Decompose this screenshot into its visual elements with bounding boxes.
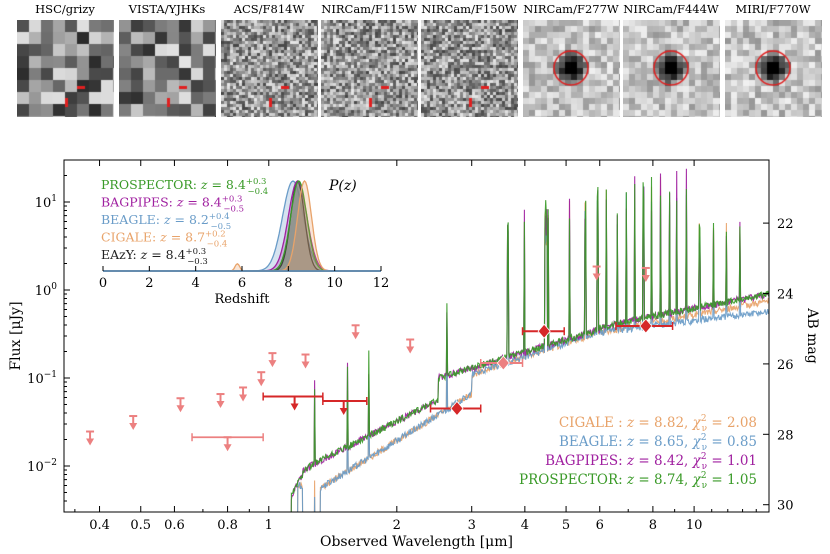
model-spectrum bbox=[290, 176, 769, 512]
upper-limit-head bbox=[239, 394, 248, 402]
x-tick-label: 0.4 bbox=[89, 518, 110, 533]
inset-legend-entry: BAGPIPES: z = 8.4+0.3 −0.5 bbox=[101, 195, 244, 215]
x-tick-label: 10 bbox=[686, 518, 703, 533]
inset-x-tick-label: 6 bbox=[238, 276, 246, 291]
inset-x-tick-label: 8 bbox=[284, 276, 292, 291]
y-axis-label: Flux [μJy] bbox=[8, 301, 24, 370]
upper-limit-head bbox=[223, 444, 232, 452]
stamp-label: NIRCam/F150W bbox=[421, 2, 517, 16]
upper-limit-head bbox=[339, 408, 348, 416]
detection-point bbox=[639, 318, 653, 334]
y-tick-label: 101 bbox=[35, 194, 57, 211]
image-stamp-strip: HSC/grizy VISTA/YJHKs ACS/F814W NIRCam/F115… bbox=[0, 0, 830, 140]
y-tick-label: 100 bbox=[35, 282, 58, 299]
image-stamp bbox=[221, 20, 318, 117]
x-axis: 0.4 0.5 0.6 0.8 1 2 3 4 5 6 8 10 bbox=[74, 160, 757, 533]
detection-point bbox=[537, 323, 551, 339]
x-tick-label: 0.8 bbox=[217, 518, 238, 533]
upper-limit-head bbox=[268, 360, 277, 368]
y-axis: 10−2 10−1 100 101 bbox=[27, 174, 70, 502]
upper-limits-strong bbox=[262, 392, 368, 416]
detections bbox=[429, 318, 674, 417]
model-legend-entry: BAGPIPES: z = 8.42, χ2 ν = 1.01 bbox=[545, 452, 757, 472]
image-stamp bbox=[523, 20, 620, 117]
pz-inset: 0 2 4 6 8 10 12 Redshift P(z) PROSPECTOR: z = 8.4… bbox=[99, 170, 389, 307]
x-tick-label: 0.5 bbox=[130, 518, 151, 533]
x-tick-label: 6 bbox=[596, 518, 604, 533]
mag-tick-label: 24 bbox=[777, 288, 794, 303]
y-tick-label: 10−2 bbox=[27, 458, 57, 475]
x-tick-label: 1 bbox=[265, 518, 273, 533]
stamp-label: VISTA/YJHKs bbox=[128, 2, 206, 16]
x-tick-label: 2 bbox=[393, 518, 401, 533]
x-tick-label: 3 bbox=[468, 518, 476, 533]
mag-axis-label: AB mag bbox=[804, 307, 820, 363]
upper-limit-head bbox=[176, 405, 185, 413]
stamp-label: MIRI/F770W bbox=[735, 2, 811, 16]
stamp-label: ACS/F814W bbox=[233, 2, 305, 16]
stamp-label: HSC/grizy bbox=[35, 2, 95, 16]
y-tick-label: 10−1 bbox=[27, 370, 57, 387]
upper-limit-head bbox=[351, 332, 360, 340]
upper-limits-faint bbox=[86, 265, 650, 452]
inset-x-label: Redshift bbox=[214, 292, 270, 307]
inset-x-tick-label: 10 bbox=[326, 276, 343, 291]
detection-point bbox=[496, 355, 510, 371]
detection-point bbox=[450, 400, 464, 417]
inset-title: P(z) bbox=[328, 178, 357, 194]
inset-legend-entry: CIGALE: z = 8.7+0.2 −0.4 bbox=[101, 230, 227, 250]
upper-limit-head bbox=[290, 403, 299, 411]
image-stamp bbox=[119, 20, 216, 117]
x-axis-label: Observed Wavelength [μm] bbox=[320, 534, 513, 550]
mag-tick-label: 30 bbox=[777, 499, 794, 514]
stamp-label: NIRCam/F277W bbox=[523, 2, 619, 16]
x-tick-label: 0.6 bbox=[164, 518, 185, 533]
stamp-label: NIRCam/F444W bbox=[623, 2, 719, 16]
inset-legend-entry: PROSPECTOR: z = 8.4+0.3 −0.4 bbox=[101, 177, 268, 197]
image-stamp bbox=[17, 20, 114, 117]
inset-x-tick-label: 12 bbox=[373, 276, 390, 291]
upper-limit-head bbox=[641, 274, 650, 282]
model-spectrum bbox=[297, 186, 769, 512]
stamp-label: NIRCam/F115W bbox=[321, 2, 417, 16]
mag-axis: 22 24 26 28 30 bbox=[763, 217, 794, 514]
model-legend-entry: PROSPECTOR: z = 8.74, χ2 ν = 1.05 bbox=[519, 471, 757, 491]
model-spectra bbox=[290, 168, 769, 512]
image-stamp bbox=[623, 20, 720, 117]
x-tick-label: 4 bbox=[521, 518, 529, 533]
inset-x-tick-label: 0 bbox=[99, 276, 107, 291]
mag-tick-label: 28 bbox=[777, 428, 794, 443]
upper-limit-head bbox=[129, 423, 138, 431]
x-tick-label: 8 bbox=[649, 518, 657, 533]
image-stamp bbox=[421, 20, 518, 117]
mag-tick-label: 22 bbox=[777, 217, 794, 232]
inset-x-tick-label: 2 bbox=[145, 276, 153, 291]
inset-x-tick-label: 4 bbox=[192, 276, 200, 291]
model-legend-entry: CIGALE : z = 8.82, χ2 ν = 2.08 bbox=[559, 414, 757, 434]
upper-limit-head bbox=[86, 438, 95, 446]
upper-limit-head bbox=[216, 401, 225, 409]
upper-limit-head bbox=[406, 346, 415, 354]
upper-limit-head bbox=[592, 273, 601, 281]
model-legend-entry: BEAGLE: z = 8.65, χ2 ν = 0.85 bbox=[559, 433, 757, 453]
mag-tick-label: 26 bbox=[777, 358, 794, 373]
inset-legend-entry: BEAGLE: z = 8.2+0.4 −0.5 bbox=[101, 212, 231, 232]
inset-legend-entry: EAzY: z = 8.4+0.3 −0.3 bbox=[101, 247, 208, 267]
x-tick-label: 5 bbox=[562, 518, 570, 533]
inset-background bbox=[103, 170, 381, 271]
image-stamp bbox=[725, 20, 822, 117]
upper-limit-head bbox=[301, 361, 310, 369]
image-stamp bbox=[321, 20, 418, 117]
upper-limit-head bbox=[257, 379, 266, 387]
